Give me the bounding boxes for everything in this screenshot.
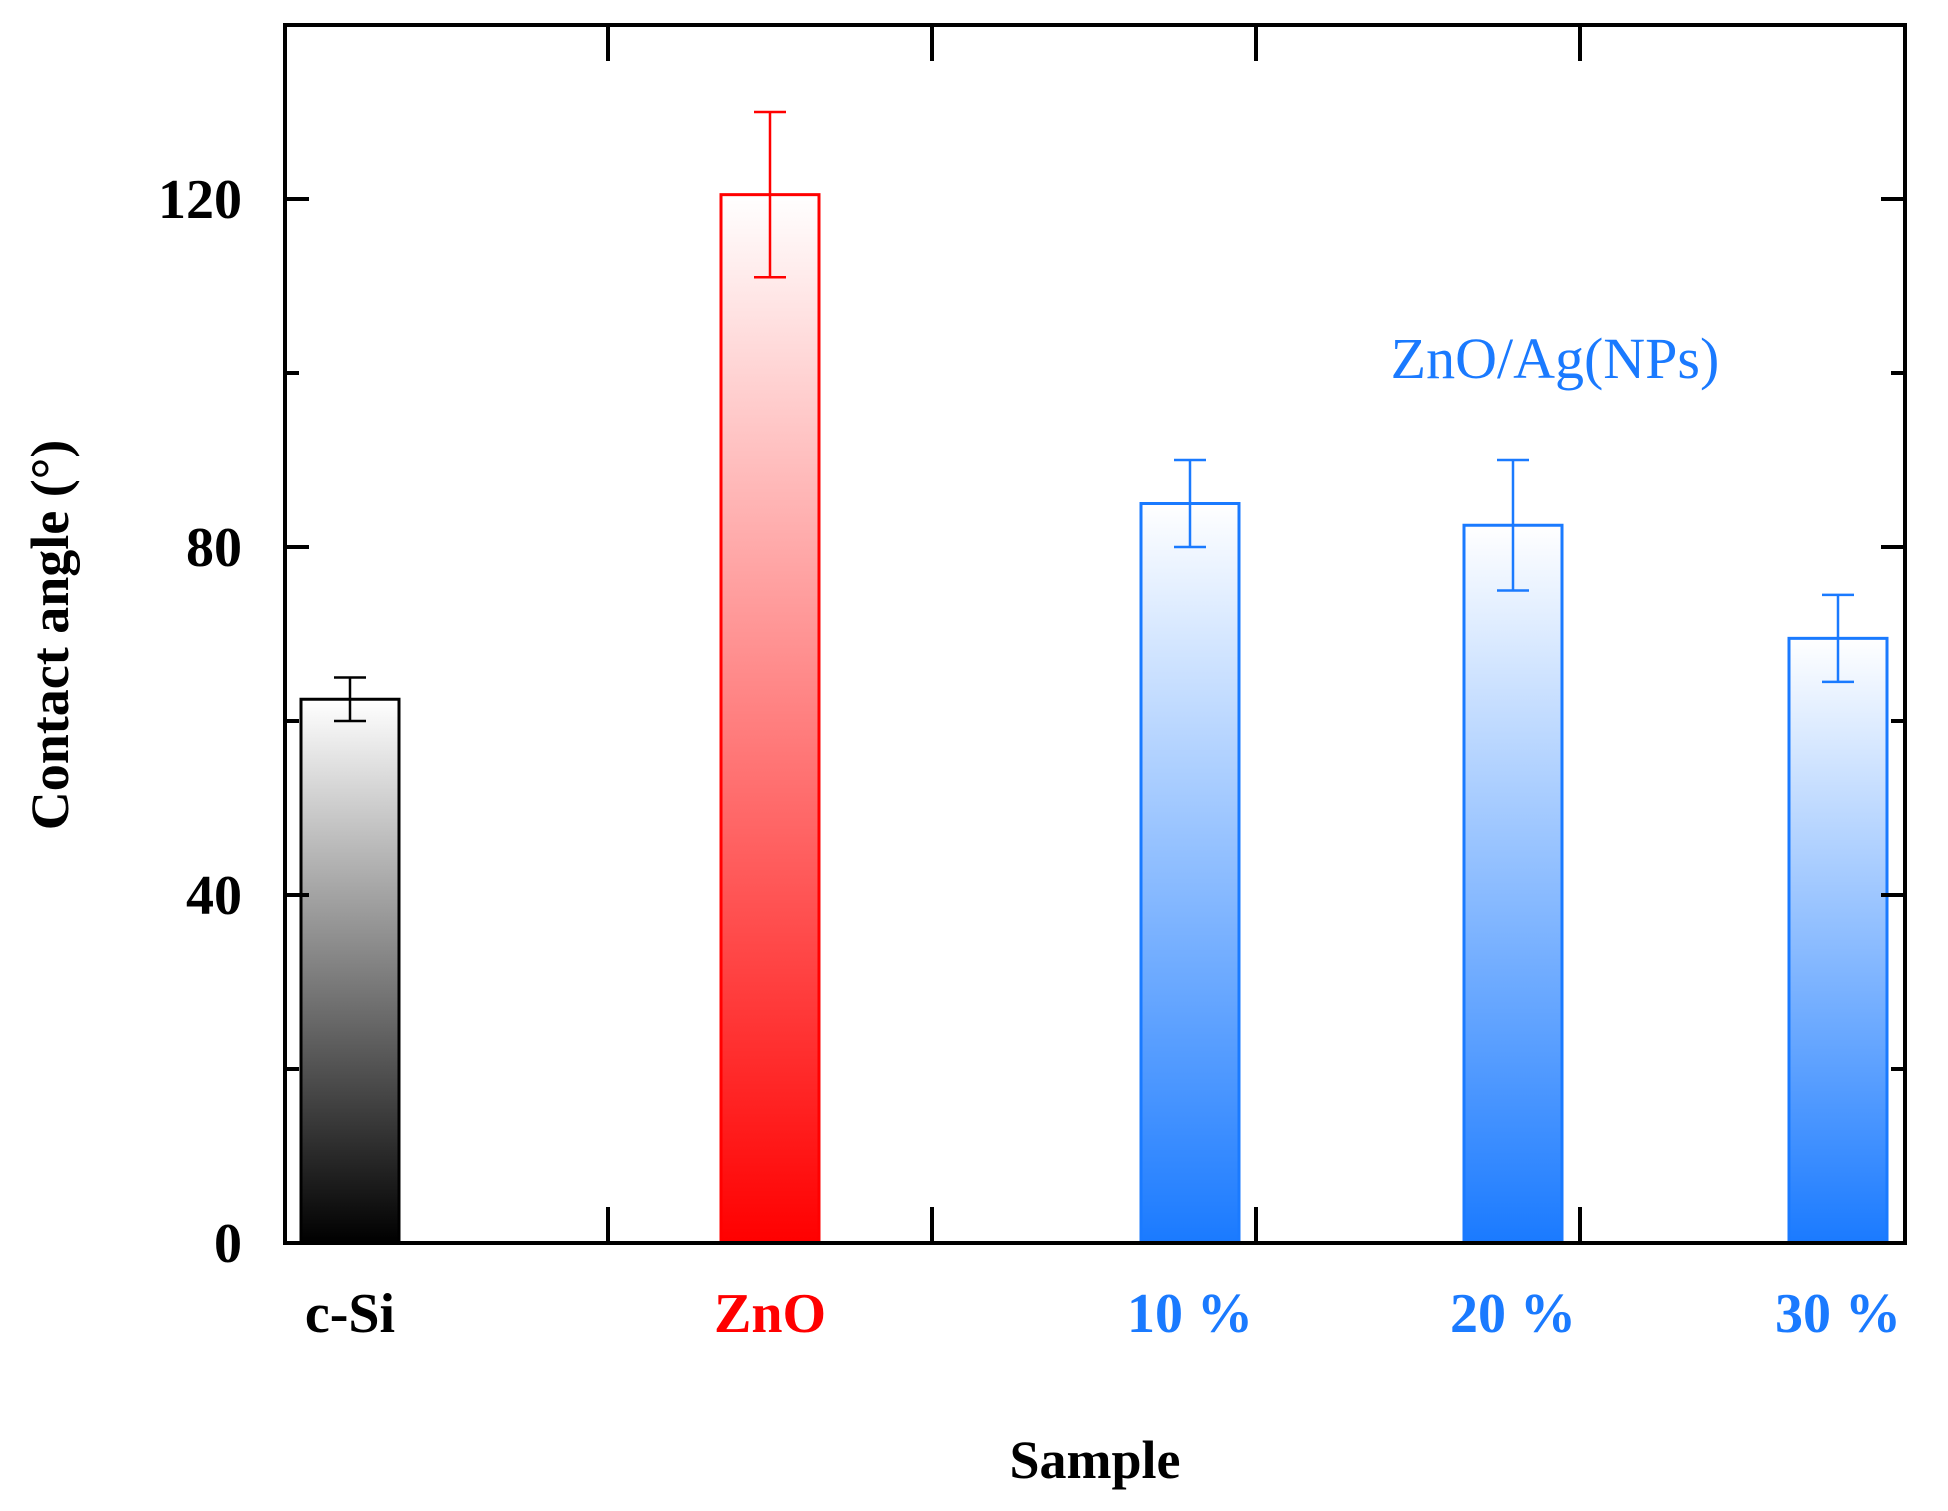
x-tick-label-20: 20 % (1450, 1283, 1576, 1345)
bar-c-si (299, 697, 401, 1245)
x-tick-label-zno: ZnO (714, 1283, 826, 1345)
error-bar-c-si (334, 676, 366, 723)
y-tick-label: 120 (158, 169, 242, 231)
error-bar-10 (1174, 458, 1206, 549)
x-axis-title: Sample (1009, 1430, 1180, 1490)
bar-20 (1462, 523, 1564, 1245)
error-bar-20 (1497, 458, 1529, 592)
y-tick-label: 80 (186, 517, 242, 579)
bar-30 (1787, 636, 1889, 1245)
y-tick-label: 0 (214, 1213, 242, 1275)
y-axis-title: Contact angle (°) (20, 440, 80, 831)
x-tick-label-c-si: c-Si (305, 1283, 395, 1345)
y-tick-label: 40 (186, 865, 242, 927)
error-bar-zno (754, 110, 786, 279)
series-annotation: ZnO/Ag(NPs) (1391, 326, 1720, 391)
plot-frame (283, 23, 1907, 1245)
x-tick-label-30: 30 % (1775, 1283, 1901, 1345)
error-bar-30 (1822, 593, 1854, 684)
bar-10 (1139, 502, 1241, 1245)
bar-zno (719, 193, 821, 1245)
x-tick-label-10: 10 % (1127, 1283, 1253, 1345)
